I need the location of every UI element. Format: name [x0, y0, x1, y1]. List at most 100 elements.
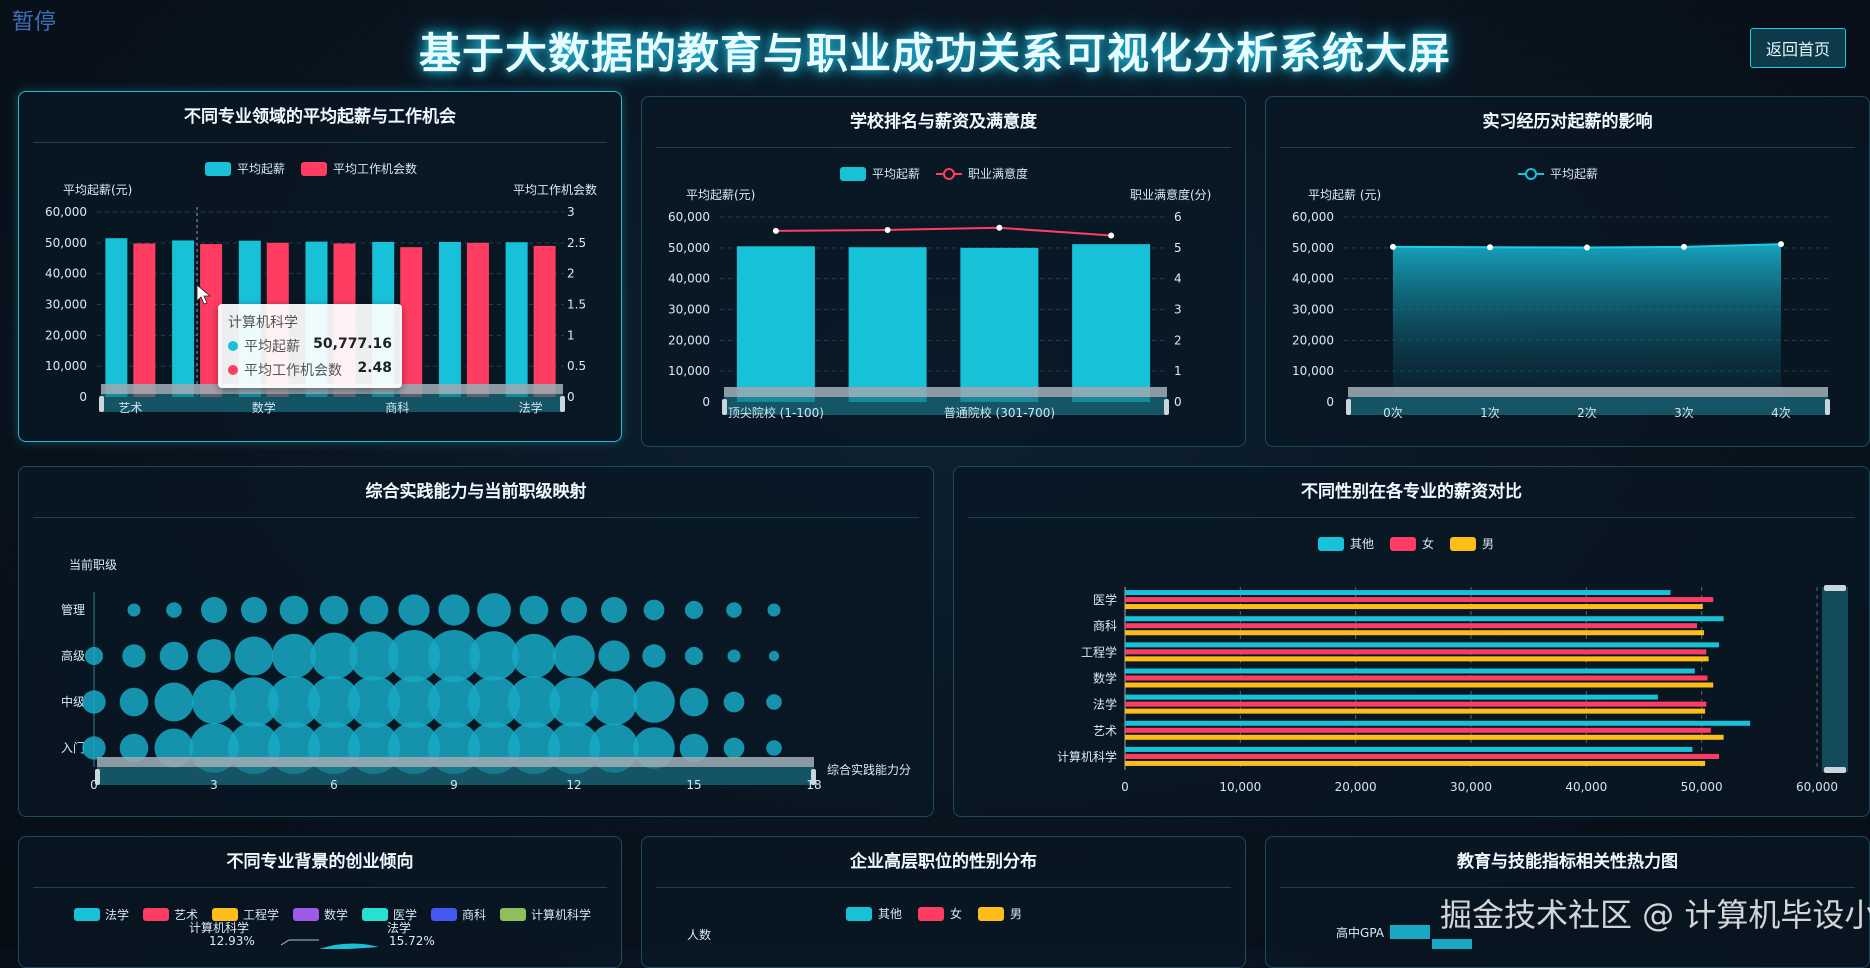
legend-label: 男 [1010, 907, 1022, 921]
gender-bar [1125, 701, 1707, 707]
heatmap-chart[interactable]: 高中GPA [1266, 837, 1869, 949]
zoom-slider-bar [724, 387, 1167, 397]
gender-bar [1125, 720, 1751, 726]
gender-bar [1125, 668, 1695, 674]
bubble-point [477, 593, 511, 627]
y-right-tick: 0 [1174, 395, 1182, 409]
legend-label: 平均起薪 [237, 162, 285, 176]
y-right-tick: 2 [1174, 333, 1182, 347]
startup-panel: 不同专业背景的创业倾向 法学 艺术 工程学 数学 医学 商科 计算机科学 计算机科学 12.93… [18, 836, 622, 968]
zoom-slider-track [1822, 587, 1848, 772]
x-tick-label: 3 [210, 778, 218, 792]
bubble-point [428, 630, 480, 682]
gender-salary-title: 不同性别在各专业的薪资对比 [968, 467, 1855, 518]
salary-point [1681, 243, 1687, 250]
paused-label[interactable]: 暂停 [12, 10, 57, 35]
bubble-point [561, 597, 587, 623]
bubble-point [241, 597, 267, 623]
jobs-bar [533, 245, 556, 397]
zoom-slider-handle-left [1346, 399, 1351, 415]
exec-gender-chart[interactable]: 其他 女 男人数 [642, 837, 1245, 949]
x-tick-label: 10,000 [1219, 780, 1261, 794]
gender-bar [1125, 760, 1706, 766]
bubble-point [308, 676, 360, 728]
x-tick-label: 普通院校 (301-700) [944, 405, 1055, 420]
legend-swatch [978, 907, 1004, 921]
internship-panel: 实习经历对起薪的影响 平均起薪 平均起薪 (元) 0 10,000 20,000 30,0… [1265, 96, 1870, 447]
bubble-point [643, 599, 665, 621]
bubble-point [84, 646, 104, 666]
zoom-slider-handle-top [1824, 585, 1846, 591]
x-tick-label: 9 [450, 778, 458, 792]
zoom-slider-handle-right [1164, 399, 1169, 415]
bubble-point [349, 631, 399, 681]
legend-swatch [846, 907, 872, 921]
legend-swatch [918, 907, 944, 921]
y-axis-title: 当前职级 [69, 557, 117, 572]
bubble-point [271, 633, 317, 679]
tooltip-jobs-value: 2.48 [357, 360, 392, 376]
y-tick-label: 数学 [1093, 671, 1117, 686]
heatmap-title: 教育与技能指标相关性热力图 [1280, 837, 1855, 888]
y-left-tick: 60,000 [1292, 210, 1334, 224]
zoom-slider-handle-bottom [1824, 767, 1846, 773]
zoom-slider-bar [101, 384, 563, 394]
gender-bar [1125, 604, 1703, 610]
x-tick-label: 60,000 [1796, 780, 1838, 794]
legend-swatch [840, 167, 866, 181]
salary-point [1778, 241, 1784, 248]
pie-label-pct: 15.72% [389, 934, 435, 948]
school-rank-panel: 学校排名与薪资及满意度 平均起薪 职业满意度 平均起薪(元) 职业满意度(分) 0 10,… [641, 96, 1246, 447]
gender-bar [1125, 682, 1714, 688]
y-left-title: 平均起薪 (元) [1308, 188, 1381, 202]
bubble-point [511, 633, 557, 679]
zoom-slider-handle-left [95, 769, 100, 785]
y-right-tick: 1 [1174, 364, 1182, 378]
pie-label-line [280, 939, 319, 946]
bubble-point [519, 595, 549, 625]
exec-gender-panel: 企业高层职位的性别分布 其他 女 男人数 [641, 836, 1246, 968]
legend-swatch [143, 908, 169, 921]
y-left-tick: 30,000 [668, 303, 710, 317]
legend-swatch [293, 908, 319, 921]
y-left-tick: 0 [79, 390, 87, 404]
y-tick-label: 工程学 [1081, 644, 1117, 659]
legend-label: 工程学 [243, 907, 279, 922]
bubble-point [310, 632, 358, 680]
zoom-slider-handle-left [722, 399, 727, 415]
legend-label: 职业满意度 [968, 166, 1028, 181]
y-left-tick: 20,000 [45, 328, 87, 342]
bubble-point [82, 736, 106, 760]
legend-swatch [431, 908, 457, 921]
salary-bar [960, 247, 1039, 402]
legend-swatch [205, 162, 231, 176]
zoom-slider-handle-right [1825, 399, 1830, 415]
gender-bar [1125, 753, 1719, 759]
legend-label: 女 [950, 906, 962, 921]
salary-point [1487, 244, 1493, 251]
gender-bar [1125, 746, 1693, 752]
chart-tooltip: 计算机科学 平均起薪 50,777.16 平均工作机会数 2.48 [218, 304, 402, 388]
bubble-point [159, 641, 189, 671]
y-left-title: 平均起薪(元) [686, 188, 755, 202]
y-tick-label: 法学 [1093, 697, 1117, 712]
home-button[interactable]: 返回首页 [1750, 28, 1846, 68]
y-right-tick: 2.5 [567, 236, 586, 250]
x-tick-label: 40,000 [1565, 780, 1607, 794]
gender-salary-panel: 不同性别在各专业的薪资对比 其他 女 男计算机科学 艺术 法学 数学 工程学 商科 医学 0 10,… [953, 466, 1870, 817]
bubble-point [119, 687, 149, 717]
bubble-point [388, 676, 440, 728]
y-right-tick: 0 [567, 390, 575, 404]
major-salary-panel: 不同专业领域的平均起薪与工作机会 平均起薪 平均工作机会数 平均起薪(元) 平均工作机… [18, 91, 622, 442]
bubble-point [201, 597, 227, 623]
bubble-point [723, 691, 745, 713]
y-left-tick: 10,000 [668, 364, 710, 378]
zoom-slider-handle-right [560, 396, 565, 412]
legend-label: 平均工作机会数 [333, 161, 417, 176]
